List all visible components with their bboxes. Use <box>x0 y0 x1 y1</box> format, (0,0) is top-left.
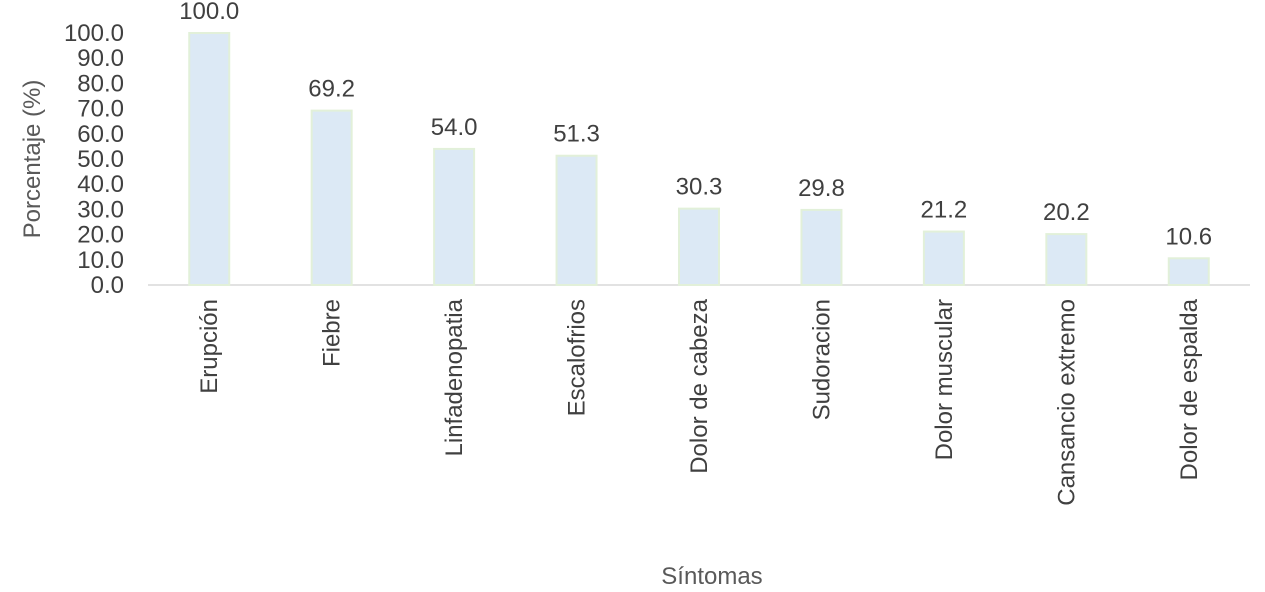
y-axis-title: Porcentaje (%) <box>19 80 46 239</box>
data-label: 29.8 <box>798 175 845 202</box>
category-label: Linfadenopatia <box>441 298 468 456</box>
category-labels: Erupción Fiebre Linfadenopatia Escalofrios D… <box>196 298 1203 505</box>
category-label: Sudoracion <box>808 299 835 420</box>
data-label: 10.6 <box>1165 223 1212 250</box>
y-tick-label: 60.0 <box>77 121 124 148</box>
category-label: Dolor muscular <box>931 299 958 460</box>
category-label: Fiebre <box>319 299 346 367</box>
bar <box>1045 233 1088 286</box>
y-axis-ticks: 0.010.020.030.040.050.060.070.080.090.01… <box>64 20 124 299</box>
y-tick-label: 40.0 <box>77 171 124 198</box>
bar <box>555 154 598 286</box>
bar <box>922 230 965 287</box>
category-label: Cansancio extremo <box>1053 299 1080 506</box>
data-label: 54.0 <box>431 114 478 141</box>
data-label: 69.2 <box>308 76 355 103</box>
data-label: 51.3 <box>553 121 600 148</box>
bar <box>433 147 476 286</box>
category-label: Dolor de espalda <box>1176 298 1203 480</box>
bar <box>800 208 843 287</box>
y-tick-label: 80.0 <box>77 70 124 97</box>
y-tick-label: 100.0 <box>64 20 124 47</box>
y-tick-label: 30.0 <box>77 196 124 223</box>
y-tick-label: 0.0 <box>91 272 124 299</box>
category-label: Dolor de cabeza <box>686 298 713 473</box>
y-tick-label: 10.0 <box>77 247 124 274</box>
bar <box>1167 257 1210 286</box>
y-tick-label: 70.0 <box>77 96 124 123</box>
y-tick-label: 50.0 <box>77 146 124 173</box>
x-axis-title: Síntomas <box>661 563 762 590</box>
data-label: 100.0 <box>179 0 239 25</box>
y-tick-label: 90.0 <box>77 45 124 72</box>
category-label: Erupción <box>196 299 223 394</box>
category-label: Escalofrios <box>564 299 591 416</box>
bar <box>678 207 720 286</box>
bars <box>188 32 1210 287</box>
data-labels: 100.0 69.2 54.0 51.3 30.3 29.8 21.2 20.2 10.6 <box>179 0 1212 250</box>
bar <box>188 32 231 286</box>
data-label: 21.2 <box>921 197 968 224</box>
data-label: 20.2 <box>1043 199 1090 226</box>
y-tick-label: 20.0 <box>77 222 124 249</box>
bar <box>310 109 353 286</box>
data-label: 30.3 <box>676 174 723 201</box>
